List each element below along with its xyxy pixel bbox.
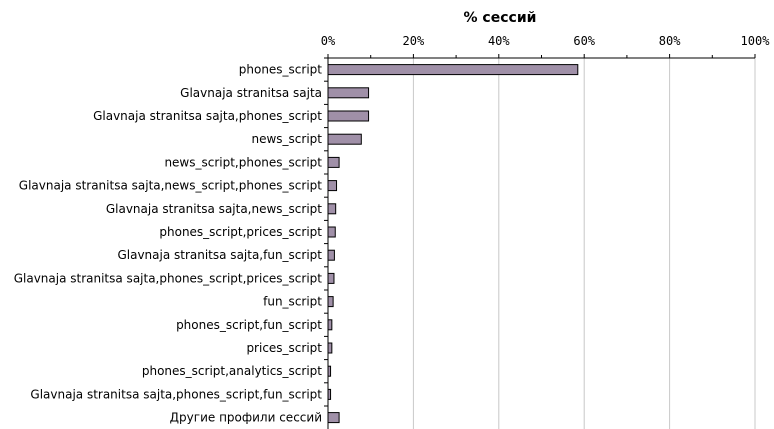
category-label: Glavnaja stranitsa sajta,phones_script,p… bbox=[14, 271, 323, 285]
category-label: news_script bbox=[252, 132, 323, 146]
x-tick-label: 60% bbox=[573, 34, 595, 48]
bar bbox=[327, 64, 579, 76]
bar bbox=[327, 226, 336, 238]
category-label: phones_script,prices_script bbox=[159, 225, 322, 239]
category-label: Glavnaja stranitsa sajta,news_script bbox=[106, 202, 322, 216]
x-tick-label: 0% bbox=[321, 34, 336, 48]
category-label: Другие профили сессий bbox=[170, 411, 322, 425]
x-axis-ticks: 0% 20% 40% 60% 80% 100% bbox=[321, 34, 770, 58]
category-labels: phones_script Glavnaja stranitsa sajta Gla… bbox=[14, 57, 328, 425]
grid-lines bbox=[412, 58, 756, 429]
bar bbox=[327, 110, 370, 122]
category-label: fun_script bbox=[263, 295, 322, 309]
bar bbox=[327, 319, 333, 331]
category-label: phones_script,fun_script bbox=[176, 318, 322, 332]
x-tick-label: 40% bbox=[488, 34, 510, 48]
x-tick-label: 100% bbox=[741, 34, 771, 48]
bar bbox=[327, 203, 337, 215]
category-label: Glavnaja stranitsa sajta,phones_script bbox=[93, 109, 322, 123]
category-label: phones_script bbox=[239, 63, 323, 77]
bar bbox=[327, 342, 333, 354]
category-label: news_script,phones_script bbox=[164, 155, 322, 169]
chart-title: % сессий bbox=[464, 10, 537, 26]
x-tick-label: 80% bbox=[659, 34, 681, 48]
category-label: Glavnaja stranitsa sajta,fun_script bbox=[117, 248, 322, 262]
bar bbox=[327, 133, 362, 145]
bar bbox=[327, 156, 340, 168]
bar bbox=[327, 412, 340, 424]
bar bbox=[327, 180, 338, 192]
category-label: Glavnaja stranitsa sajta bbox=[180, 86, 322, 100]
category-label: phones_script,analytics_script bbox=[142, 364, 322, 378]
bar bbox=[327, 87, 370, 99]
category-label: Glavnaja stranitsa sajta,news_script,pho… bbox=[19, 179, 323, 193]
x-tick-label: 20% bbox=[403, 34, 425, 48]
category-label: prices_script bbox=[246, 341, 322, 355]
bar bbox=[327, 249, 335, 261]
bar bbox=[327, 296, 334, 308]
category-label: Glavnaja stranitsa sajta,phones_script,f… bbox=[30, 387, 322, 401]
bars bbox=[327, 64, 579, 424]
bar bbox=[327, 272, 335, 284]
